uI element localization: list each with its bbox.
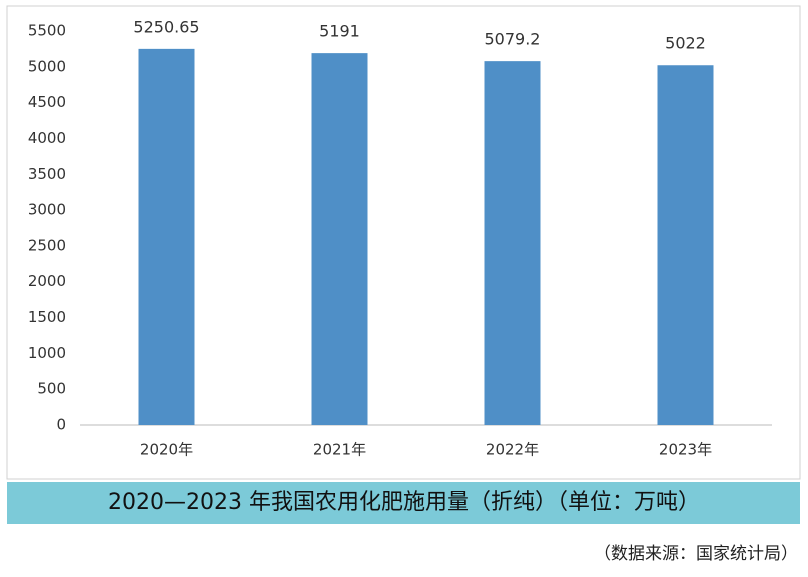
y-tick-label: 2500 <box>28 236 66 254</box>
bar <box>657 65 714 425</box>
y-tick-label: 0 <box>56 416 66 434</box>
y-tick-label: 1500 <box>28 308 66 326</box>
y-tick-label: 500 <box>37 380 66 398</box>
x-tick-label: 2023年 <box>659 441 712 459</box>
y-tick-label: 1000 <box>28 344 66 362</box>
title-band <box>7 482 800 524</box>
y-tick-label: 4000 <box>28 129 66 147</box>
data-label: 5022 <box>665 34 706 53</box>
y-tick-label: 3500 <box>28 165 66 183</box>
y-tick-label: 5500 <box>28 22 66 40</box>
x-tick-label: 2021年 <box>313 441 366 459</box>
data-label: 5191 <box>319 22 360 41</box>
y-tick-label: 3000 <box>28 201 66 219</box>
bar <box>484 61 541 425</box>
y-tick-label: 2000 <box>28 272 66 290</box>
y-tick-label: 5000 <box>28 57 66 75</box>
y-tick-label: 4500 <box>28 93 66 111</box>
data-label: 5250.65 <box>133 17 199 36</box>
x-tick-label: 2020年 <box>140 441 193 459</box>
x-tick-label: 2022年 <box>486 441 539 459</box>
bar <box>311 53 368 426</box>
bar <box>138 48 195 426</box>
chart-title: 2020—2023 年我国农用化肥施用量（折纯）（单位：万吨） <box>108 490 700 515</box>
source-note: （数据来源：国家统计局） <box>594 544 798 564</box>
data-label: 5079.2 <box>485 30 541 49</box>
